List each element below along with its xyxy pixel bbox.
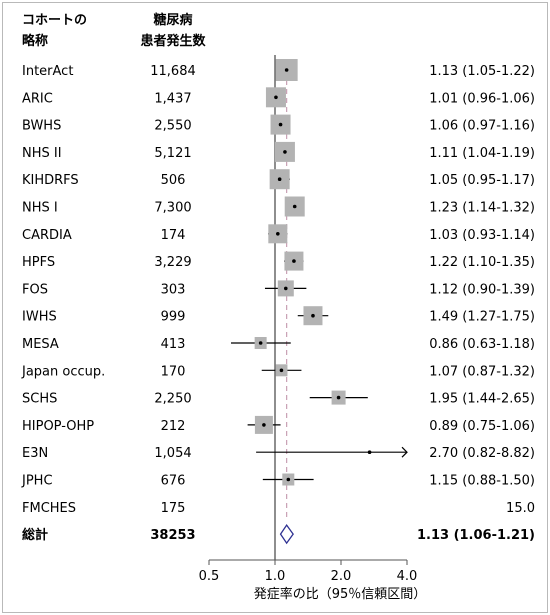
total-case-count: 38253: [150, 528, 195, 543]
header-cohort-line2: 略称: [22, 33, 48, 49]
row-case-count: 506: [161, 173, 186, 188]
row-cohort-name: InterAct: [22, 64, 73, 79]
row-point-estimate: [262, 423, 266, 427]
x-axis-tick-label: 2.0: [331, 569, 352, 584]
row-point-estimate: [277, 177, 282, 181]
row-case-count: 212: [161, 419, 186, 434]
row-rr-label: 1.01 (0.96-1.06): [429, 91, 535, 106]
row-point-estimate: [283, 150, 287, 154]
row-point-estimate: [292, 259, 296, 263]
row-rr-label: 1.03 (0.93-1.14): [429, 228, 535, 243]
row-cohort-name: NHS I: [22, 201, 58, 216]
row-rr-label: 1.07 (0.87-1.32): [429, 364, 535, 379]
row-point-estimate: [367, 450, 372, 455]
row-rr-label: 1.06 (0.97-1.16): [429, 119, 535, 134]
row-rr-label: 0.89 (0.75-1.06): [429, 419, 535, 434]
row-case-count: 2,250: [154, 392, 191, 407]
row-point-estimate: [284, 68, 289, 72]
header-cases-line2: 患者発生数: [140, 33, 206, 49]
row-cohort-name: FOS: [22, 282, 48, 297]
row-case-count: 3,229: [154, 255, 191, 270]
row-point-estimate: [336, 395, 341, 400]
row-point-estimate: [311, 313, 315, 318]
row-rr-label: 1.05 (0.95-1.17): [429, 173, 535, 188]
row-point-estimate: [286, 477, 291, 482]
row-point-estimate: [276, 232, 280, 236]
row-case-count: 676: [161, 474, 186, 489]
row-rr-label: 15.0: [506, 501, 535, 516]
row-rr-label: 0.86 (0.63-1.18): [429, 337, 535, 352]
row-case-count: 303: [161, 282, 186, 297]
header-cases-line1: 糖尿病: [153, 12, 192, 28]
row-cohort-name: FMCHES: [22, 501, 76, 516]
row-rr-label: 1.95 (1.44-2.65): [429, 392, 535, 407]
row-case-count: 1,054: [154, 446, 191, 461]
row-cohort-name: JPHC: [21, 474, 53, 489]
row-rr-label: 1.12 (0.90-1.39): [429, 282, 535, 297]
row-rr-label: 1.11 (1.04-1.19): [429, 146, 535, 161]
row-rr-label: 1.49 (1.27-1.75): [429, 310, 535, 325]
row-point-estimate: [278, 122, 283, 127]
row-point-estimate: [258, 341, 263, 345]
row-rr-label: 1.15 (0.88-1.50): [429, 474, 535, 489]
row-rr-label: 1.22 (1.10-1.35): [429, 255, 535, 270]
row-point-estimate: [274, 95, 278, 100]
row-case-count: 170: [161, 364, 186, 379]
row-case-count: 175: [161, 501, 186, 516]
row-point-estimate: [292, 204, 297, 209]
row-rr-label: 1.23 (1.14-1.32): [429, 201, 535, 216]
row-cohort-name: BWHS: [22, 119, 61, 134]
x-axis-tick-label: 4.0: [397, 569, 418, 584]
x-axis-label: 発症率の比（95％信頼区間）: [254, 586, 427, 602]
row-point-estimate: [279, 368, 284, 373]
row-cohort-name: ARIC: [22, 91, 53, 106]
row-case-count: 174: [161, 228, 186, 243]
row-cohort-name: SCHS: [22, 392, 57, 407]
row-case-count: 999: [161, 310, 186, 325]
row-ci-arrow: [401, 446, 408, 458]
x-axis-tick-label: 1.0: [265, 569, 286, 584]
row-cohort-name: CARDIA: [22, 228, 72, 243]
row-case-count: 1,437: [154, 91, 191, 106]
row-case-count: 7,300: [154, 201, 191, 216]
row-cohort-name: E3N: [22, 446, 48, 461]
row-cohort-name: KIHDRFS: [22, 173, 79, 188]
total-rr-label: 1.13 (1.06-1.21): [417, 528, 535, 543]
row-cohort-name: HPFS: [22, 255, 55, 270]
row-point-estimate: [283, 286, 288, 291]
row-cohort-name: Japan occup.: [21, 364, 105, 379]
total-diamond: [279, 523, 294, 545]
row-case-count: 413: [161, 337, 186, 352]
row-rr-label: 2.70 (0.82-8.82): [429, 446, 535, 461]
row-case-count: 2,550: [154, 119, 191, 134]
row-rr-label: 1.13 (1.05-1.22): [429, 64, 535, 79]
row-cohort-name: HIPOP-OHP: [22, 419, 94, 434]
header-cohort-line1: コホートの: [22, 13, 87, 28]
row-cohort-name: MESA: [22, 337, 59, 352]
row-cohort-name: NHS II: [22, 146, 62, 161]
row-case-count: 11,684: [150, 64, 196, 79]
row-case-count: 5,121: [154, 146, 191, 161]
row-cohort-name: IWHS: [22, 310, 57, 325]
x-axis-tick-label: 0.5: [199, 569, 220, 584]
total-label: 総計: [22, 527, 48, 543]
